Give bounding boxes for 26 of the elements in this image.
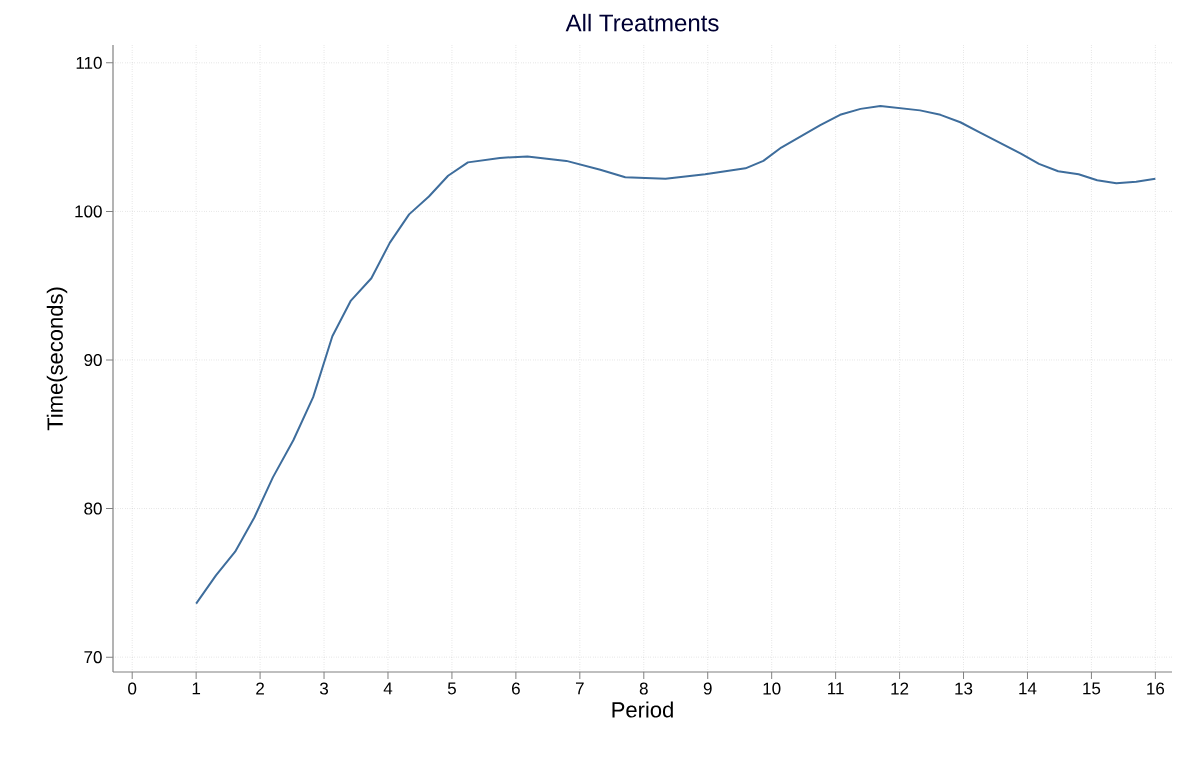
- y-tick-label: 100: [75, 205, 102, 218]
- y-tick-label: 70: [84, 651, 102, 664]
- x-tick-label: 16: [1147, 682, 1165, 695]
- x-tick-label: 5: [447, 682, 456, 695]
- x-tick-label: 10: [763, 682, 781, 695]
- x-tick-label: 3: [319, 682, 329, 695]
- x-tick-label: 6: [512, 682, 520, 695]
- y-tick-label: 80: [84, 502, 102, 515]
- x-tick-label: 2: [256, 682, 264, 695]
- x-tick-label: 4: [383, 682, 393, 695]
- x-tick-label: 0: [128, 682, 137, 695]
- y-axis-title: Time(seconds): [46, 287, 68, 431]
- y-tick-label: 110: [76, 56, 102, 69]
- x-tick-label: 1: [192, 682, 201, 695]
- x-tick-label: 9: [703, 682, 712, 695]
- y-tick-label: 90: [84, 353, 102, 367]
- line-series: [195, 104, 1157, 605]
- x-axis-title: Period: [612, 701, 673, 718]
- x-tick-label: 15: [1083, 682, 1101, 695]
- chart-title: All Treatments: [565, 13, 719, 32]
- x-tick-label: 14: [1019, 682, 1037, 695]
- x-tick-label: 8: [639, 682, 648, 695]
- x-tick-label: 11: [828, 682, 844, 695]
- x-tick-label: 13: [955, 682, 973, 695]
- x-tick-label: 7: [575, 682, 584, 695]
- x-tick-label: 12: [891, 682, 909, 695]
